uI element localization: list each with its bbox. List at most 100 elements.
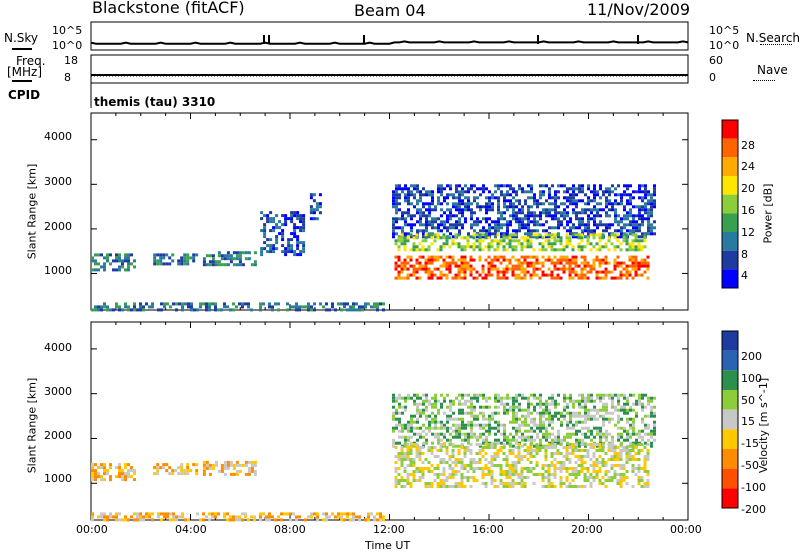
cell-1-5 xyxy=(517,476,521,479)
cell-1-4 xyxy=(458,402,461,406)
cell-0-6 xyxy=(530,214,533,218)
cell-0-8 xyxy=(445,261,449,265)
cell-0-6 xyxy=(413,214,416,218)
cell-0-0 xyxy=(127,259,130,263)
cell-0-3 xyxy=(290,244,294,248)
cell-0-6 xyxy=(500,214,503,218)
cell-0-7 xyxy=(481,239,485,243)
cell-0-6 xyxy=(506,193,509,197)
cell-1-5 xyxy=(403,479,407,482)
cell-1-2 xyxy=(223,472,227,476)
cell-0-6 xyxy=(551,184,554,188)
cell-0-8 xyxy=(460,270,464,274)
cell-0-5 xyxy=(289,305,292,309)
power-ytick-3000: 3000 xyxy=(44,175,72,188)
cell-0-6 xyxy=(497,217,500,221)
cell-0-6 xyxy=(638,223,641,227)
cell-0-6 xyxy=(482,190,485,194)
cell-1-1 xyxy=(186,472,190,476)
cell-1-4 xyxy=(599,414,602,418)
cell-0-4 xyxy=(312,199,316,203)
cell-0-6 xyxy=(563,190,566,194)
cell-0-6 xyxy=(392,199,395,203)
cell-1-4 xyxy=(413,432,416,436)
cell-0-6 xyxy=(581,220,584,224)
cell-0-8 xyxy=(505,276,509,280)
cell-1-4 xyxy=(596,426,599,430)
cell-0-8 xyxy=(604,276,608,280)
cell-0-6 xyxy=(623,223,626,227)
cell-0-6 xyxy=(581,223,584,227)
cell-0-6 xyxy=(530,187,533,191)
cell-1-5 xyxy=(451,443,455,446)
cell-1-0 xyxy=(94,463,97,467)
cell-1-4 xyxy=(488,417,491,421)
cell-1-4 xyxy=(458,444,461,448)
cell-1-5 xyxy=(592,470,596,473)
cell-0-6 xyxy=(485,187,488,191)
cell-1-2 xyxy=(223,466,227,470)
cell-0-8 xyxy=(460,261,464,265)
cell-0-6 xyxy=(473,229,476,233)
cell-0-6 xyxy=(623,205,626,209)
cell-0-7 xyxy=(610,242,614,246)
cell-0-8 xyxy=(505,270,509,274)
cell-0-8 xyxy=(496,276,500,280)
cell-0-8 xyxy=(628,273,632,277)
cell-1-5 xyxy=(430,470,434,473)
cell-0-4 xyxy=(309,217,313,221)
cell-0-5 xyxy=(184,302,187,306)
cell-0-6 xyxy=(620,220,623,224)
cell-1-5 xyxy=(523,476,527,479)
cell-0-6 xyxy=(638,211,641,215)
cell-0-5 xyxy=(346,302,349,306)
cell-0-3 xyxy=(302,214,306,218)
cell-0-5 xyxy=(235,305,238,309)
cell-1-5 xyxy=(490,476,494,479)
cell-0-6 xyxy=(533,229,536,233)
cell-1-0 xyxy=(118,466,121,470)
cell-1-5 xyxy=(523,455,527,458)
cell-1-5 xyxy=(592,464,596,467)
cell-1-4 xyxy=(518,417,521,421)
cell-0-8 xyxy=(568,258,572,262)
cell-1-5 xyxy=(553,467,557,470)
cell-0-8 xyxy=(442,264,446,268)
cell-0-6 xyxy=(605,223,608,227)
cell-0-6 xyxy=(518,226,521,230)
cell-1-4 xyxy=(542,423,545,427)
cell-0-8 xyxy=(469,270,473,274)
cell-0-6 xyxy=(425,223,428,227)
cell-1-5 xyxy=(460,458,464,461)
cell-1-4 xyxy=(581,414,584,418)
cell-0-5 xyxy=(340,302,343,306)
cell-1-4 xyxy=(449,408,452,412)
cell-0-5 xyxy=(295,308,298,312)
cell-0-6 xyxy=(638,214,641,218)
cell-1-2 xyxy=(208,466,212,470)
cell-1-4 xyxy=(440,423,443,427)
cell-0-6 xyxy=(581,229,584,233)
cell-0-8 xyxy=(487,261,491,265)
cell-1-4 xyxy=(452,444,455,448)
cell-1-3 xyxy=(343,518,346,522)
cell-0-8 xyxy=(469,264,473,268)
cell-0-8 xyxy=(550,270,554,274)
freq-legend-line xyxy=(12,80,32,82)
cell-1-5 xyxy=(571,479,575,482)
cell-1-4 xyxy=(563,396,566,400)
cell-1-4 xyxy=(623,408,626,412)
cell-0-6 xyxy=(575,193,578,197)
cell-1-4 xyxy=(398,402,401,406)
cell-1-4 xyxy=(611,411,614,415)
cell-0-7 xyxy=(598,236,602,240)
cell-1-1 xyxy=(186,469,190,473)
cell-1-5 xyxy=(394,479,398,482)
cell-0-0 xyxy=(118,265,121,269)
cell-0-7 xyxy=(511,248,515,252)
cell-0-6 xyxy=(407,196,410,200)
cell-0-6 xyxy=(605,190,608,194)
cell-0-6 xyxy=(392,232,395,236)
cell-1-4 xyxy=(521,432,524,436)
cell-1-4 xyxy=(392,444,395,448)
